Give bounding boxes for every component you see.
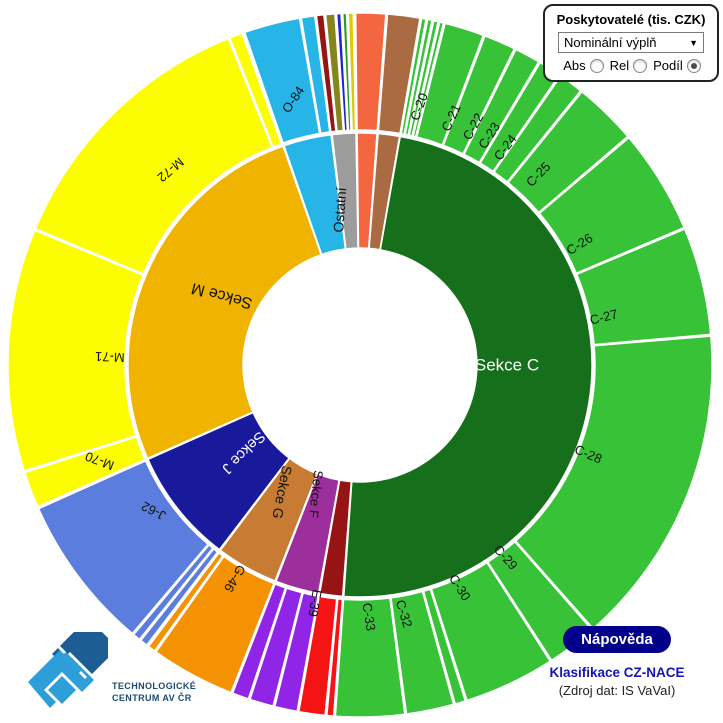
technologicke-centrum-logo: TECHNOLOGICKÉ CENTRUM AV ČR	[22, 630, 212, 718]
outer-segment-c-sliver-2[interactable]	[404, 18, 433, 136]
outer-segment-outer-brown[interactable]	[377, 13, 421, 135]
outer-segment-c-sliver-1[interactable]	[400, 17, 427, 135]
tc-logo-icon	[28, 632, 108, 708]
inner-segment-sekce-j[interactable]	[147, 411, 291, 551]
help-button[interactable]: Nápověda	[563, 626, 671, 653]
label-m-71: M-71	[95, 349, 125, 365]
outer-segment-outer-orange-red[interactable]	[354, 12, 387, 132]
select-value: Nominální výplň	[564, 35, 657, 50]
label-sekce-c: Sekce C	[475, 355, 539, 374]
label-e-39: E-39	[305, 588, 325, 618]
outer-segment-c-26[interactable]	[538, 136, 685, 275]
outer-segment-m-71[interactable]	[7, 229, 144, 472]
radio-rel[interactable]	[633, 58, 648, 73]
logo-line1: TECHNOLOGICKÉ	[112, 681, 197, 691]
outer-segment-c-20[interactable]	[416, 22, 485, 146]
outer-segment-m-72[interactable]	[34, 37, 273, 275]
logo-line2: CENTRUM AV ČR	[112, 693, 192, 703]
fill-mode-select[interactable]: Nominální výplň ▼	[558, 32, 704, 53]
outer-segment-ostatni-child-2[interactable]	[324, 13, 344, 132]
outer-segment-c-25[interactable]	[507, 90, 629, 214]
inner-segment-inner-brown[interactable]	[368, 132, 401, 251]
outer-segment-f-child-1[interactable]	[273, 592, 319, 713]
label-sekce-f: Sekce F	[306, 470, 326, 519]
outer-segment-ostatni-child-1[interactable]	[315, 14, 337, 133]
outer-segment-o-sliver[interactable]	[300, 15, 331, 135]
chevron-down-icon: ▼	[689, 37, 698, 48]
inner-segment-sekce-g[interactable]	[219, 457, 319, 582]
outer-segment-c-32[interactable]	[390, 590, 455, 715]
outer-segment-c-30[interactable]	[430, 561, 552, 702]
outer-segment-c-31[interactable]	[422, 588, 467, 705]
outer-segment-f-child-3[interactable]	[231, 583, 287, 700]
radio-label-podil: Podíl	[653, 58, 683, 73]
radio-podil[interactable]	[686, 58, 701, 73]
outer-segment-c-21[interactable]	[442, 35, 516, 155]
outer-segment-ostatni-child-5[interactable]	[347, 12, 357, 131]
outer-segment-e-39[interactable]	[298, 595, 338, 717]
label-ostatn-: Ostatní	[330, 187, 349, 233]
outer-segment-f-child-2[interactable]	[249, 587, 303, 707]
outer-segment-m-70[interactable]	[23, 435, 146, 508]
radio-group: Abs Rel Podíl	[551, 58, 711, 73]
outer-segment-c-22[interactable]	[463, 48, 540, 164]
outer-segment-e-sliver[interactable]	[326, 598, 344, 717]
logo-text: TECHNOLOGICKÉ CENTRUM AV ČR	[112, 680, 196, 704]
inner-segment-sekce-m[interactable]	[127, 145, 323, 460]
outer-segment-m-sliver[interactable]	[228, 32, 283, 148]
radio-label-abs: Abs	[563, 58, 586, 73]
control-panel: Poskytovatelé (tis. CZK) Nominální výplň…	[543, 4, 719, 82]
cz-nace-link[interactable]: Klasifikace CZ-NACE	[549, 665, 685, 680]
outer-segment-ostatni-child-4[interactable]	[342, 12, 352, 132]
inner-segment-sekce-c[interactable]	[343, 135, 593, 598]
outer-segment-j-sliver-2[interactable]	[132, 544, 214, 641]
outer-segment-c-27[interactable]	[575, 228, 712, 346]
radio-abs[interactable]	[589, 58, 604, 73]
radio-label-rel: Rel	[609, 58, 630, 73]
panel-title: Poskytovatelé (tis. CZK)	[556, 12, 706, 27]
outer-segment-o-84[interactable]	[243, 17, 321, 144]
outer-segment-ostatni-child-3[interactable]	[335, 12, 349, 132]
outer-segment-c-sliver-3[interactable]	[408, 19, 439, 137]
footer-right: Nápověda Klasifikace CZ-NACE (Zdroj dat:…	[527, 626, 707, 698]
label-c-27: C-27	[588, 306, 619, 327]
data-source-note: (Zdroj dat: IS VaVaI)	[558, 683, 676, 698]
outer-segment-c-sliver-4[interactable]	[412, 21, 445, 138]
outer-segment-j-sliver-1[interactable]	[139, 547, 219, 646]
outer-segment-c-33[interactable]	[334, 597, 406, 718]
outer-segment-g-sliver[interactable]	[147, 551, 224, 652]
outer-segment-g-46[interactable]	[155, 555, 275, 694]
label-c-33: C-33	[359, 602, 378, 632]
outer-segment-j-62[interactable]	[37, 460, 209, 635]
